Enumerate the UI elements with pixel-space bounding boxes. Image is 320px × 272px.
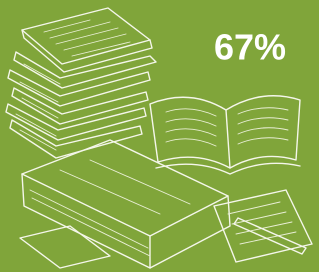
illustration: 67% bbox=[0, 0, 319, 272]
stat-value: 67% bbox=[214, 27, 286, 68]
